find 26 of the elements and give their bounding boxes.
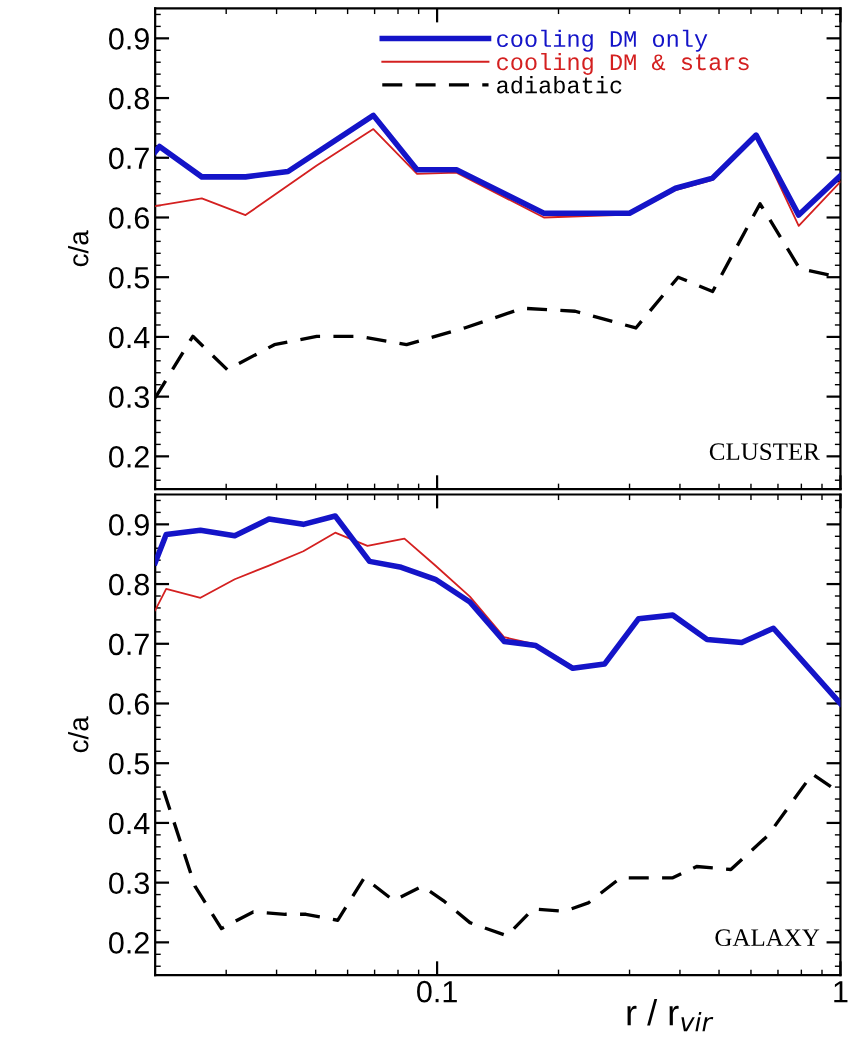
y-tick-label: 0.9 <box>109 514 149 536</box>
y-tick-label: 0.3 <box>109 386 149 408</box>
x-tick-label: 1 <box>834 981 848 1003</box>
y-tick-label: 0.8 <box>109 573 149 596</box>
y-tick-label: 0.5 <box>109 752 150 775</box>
y-axis-title: c/a <box>68 716 89 753</box>
y-tick-label: 0.7 <box>109 633 149 656</box>
y-tick-label: 0.4 <box>109 326 150 349</box>
y-tick-label: 0.4 <box>109 812 150 835</box>
x-tick-label: 0.1 <box>417 980 457 1003</box>
y-tick-label: 0.6 <box>109 693 149 715</box>
y-tick-label: 0.2 <box>109 446 149 468</box>
y-tick-label: 0.2 <box>109 932 149 954</box>
legend-label: adiabatic <box>497 76 622 94</box>
y-tick-label: 0.3 <box>109 872 149 895</box>
y-tick-label: 0.6 <box>109 207 149 229</box>
y-axis-title: c/a <box>68 230 89 267</box>
y-tick-label: 0.8 <box>109 87 149 110</box>
y-tick-label: 0.7 <box>109 147 149 170</box>
y-tick-label: 0.5 <box>109 266 150 289</box>
legend-label: cooling DM & stars <box>497 52 749 75</box>
legend-label: cooling DM only <box>497 29 708 52</box>
y-tick-label: 0.9 <box>109 28 149 50</box>
annotation: CLUSTER <box>709 443 820 461</box>
x-axis-title: r / r$_{vir}$ <box>627 999 714 1032</box>
annotation: GALAXY <box>715 929 820 947</box>
